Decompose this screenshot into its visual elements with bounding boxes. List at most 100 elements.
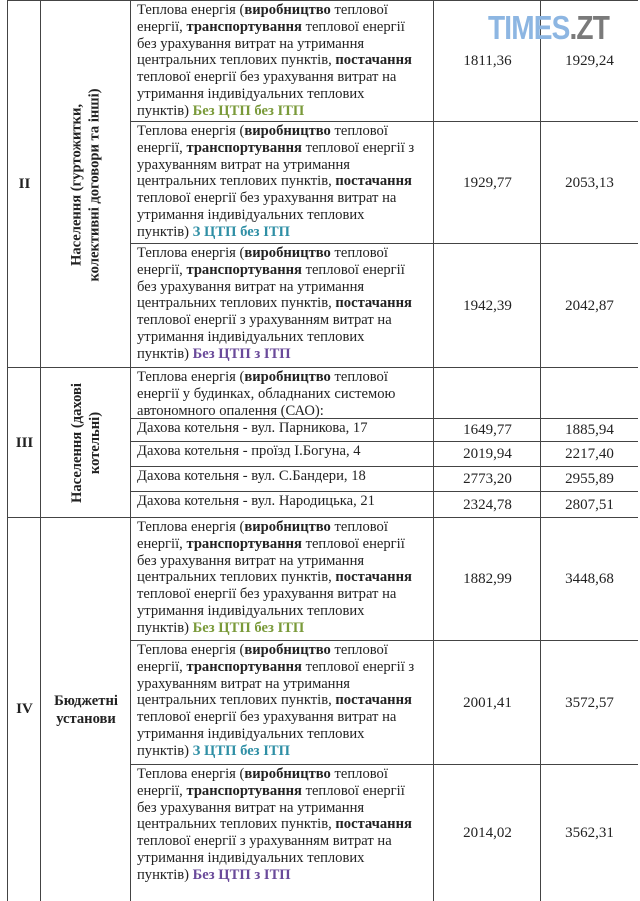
text-fragment: пунктів) (137, 866, 193, 883)
text-fragment: Дахова котельня - проїзд І.Богуна, 4 (137, 443, 361, 459)
group-label-line: установи (56, 710, 116, 727)
text-fragment: Теплова енергія ( (137, 2, 245, 18)
service-description: Теплова енергія (виробництво теплової ене… (130, 764, 434, 901)
text-fragment: Теплова енергія ( (137, 369, 245, 385)
group-label-line: колективні договори та інші) (87, 87, 103, 282)
service-description: Теплова енергія (виробництво теплової ене… (130, 0, 434, 122)
tariff-value-2: 2807,51 (540, 491, 638, 518)
description-line: енергії, транспортування теплової енергі… (137, 262, 434, 279)
text-fragment: центральних теплових пунктів, (137, 692, 336, 709)
group-number: II (7, 0, 41, 368)
service-description: Дахова котельня - проїзд І.Богуна, 4 (130, 441, 434, 467)
description-line: енергії, транспортування теплової енергі… (137, 140, 434, 157)
group-label: Бюджетні установи (40, 517, 131, 901)
description-line: теплової енергії без урахування витрат н… (137, 586, 434, 603)
group-label-line: котельні) (87, 411, 103, 475)
scheme-label: З ЦТП без ІТП (192, 223, 290, 240)
description-line: пунктів) З ЦТП без ІТП (137, 224, 434, 241)
text-fragment: без урахування витрат на утримання (137, 35, 365, 52)
group-label-line: Населення (дахові (69, 383, 85, 503)
description-line: без урахування витрат на утримання (137, 36, 434, 53)
text-fragment: центральних теплових пунктів, (137, 173, 336, 190)
tariff-value-1 (433, 367, 541, 419)
group-label-text: Населення (дахові котельні) (68, 383, 104, 503)
text-fragment: теплової енергії без урахування витрат н… (137, 190, 397, 207)
description-line: утримання індивідуальних теплових (137, 726, 434, 743)
description-line: Дахова котельня - проїзд І.Богуна, 4 (137, 443, 434, 460)
description-line: пунктів) Без ЦТП з ІТП (137, 346, 434, 363)
description-line: Дахова котельня - вул. Парникова, 17 (137, 420, 434, 437)
tariff-value-2: 2955,89 (540, 466, 638, 492)
description-line: Теплова енергія (виробництво теплової (137, 369, 434, 386)
tariff-value-2 (540, 367, 638, 419)
description-line: теплової енергії без урахування витрат н… (137, 69, 434, 86)
text-fragment: Теплова енергія ( (137, 519, 245, 535)
service-description: Теплова енергія (виробництво теплової ене… (130, 517, 434, 641)
text-fragment: урахуванням витрат на утримання (137, 156, 351, 173)
description-line: без урахування витрат на утримання (137, 279, 434, 296)
text-fragment: центральних теплових пунктів, (137, 816, 336, 833)
text-fragment: Теплова енергія ( (137, 766, 245, 782)
group-label-line: Бюджетні (54, 692, 118, 709)
text-fragment: теплової (330, 519, 388, 535)
group-label: Населення (дахові котельні) (40, 367, 131, 518)
text-fragment: теплової енергії з (301, 658, 415, 675)
text-fragment: автономного опалення (САО): (137, 402, 324, 419)
description-line: центральних теплових пунктів, постачання (137, 52, 434, 69)
text-fragment: постачання (335, 295, 412, 312)
text-fragment: утримання індивідуальних теплових (137, 849, 365, 866)
text-fragment: Дахова котельня - вул. Народицька, 21 (137, 493, 375, 509)
text-fragment: урахуванням витрат на утримання (137, 675, 351, 692)
description-line: центральних теплових пунктів, постачання (137, 816, 434, 833)
text-fragment: Теплова енергія ( (137, 245, 245, 261)
description-line: центральних теплових пунктів, постачання (137, 173, 434, 190)
description-line: пунктів) Без ЦТП без ІТП (137, 103, 434, 120)
text-fragment: виробництво (244, 123, 331, 139)
description-line: центральних теплових пунктів, постачання (137, 692, 434, 709)
text-fragment: теплової енергії (301, 18, 405, 35)
text-fragment: теплової енергії (301, 261, 405, 278)
scheme-label: Без ЦТП з ІТП (192, 866, 291, 883)
service-description: Дахова котельня - вул. Народицька, 21 (130, 491, 434, 518)
description-line: енергії, транспортування теплової енергі… (137, 536, 434, 553)
tariff-value-1: 1942,39 (433, 243, 541, 368)
tariff-value-1: 1649,77 (433, 418, 541, 442)
scheme-label: Без ЦТП без ІТП (192, 619, 305, 636)
text-fragment: транспортування (186, 18, 302, 35)
text-fragment: теплової (330, 2, 388, 18)
description-line: утримання індивідуальних теплових (137, 329, 434, 346)
text-fragment: без урахування витрат на утримання (137, 799, 365, 816)
description-line: урахуванням витрат на утримання (137, 676, 434, 693)
text-fragment: центральних теплових пунктів, (137, 52, 336, 69)
text-fragment: без урахування витрат на утримання (137, 552, 365, 569)
service-description: Теплова енергія (виробництво теплової ене… (130, 640, 434, 765)
description-line: теплової енергії без урахування витрат н… (137, 190, 434, 207)
service-description: Теплова енергія (виробництво теплової ене… (130, 121, 434, 244)
description-line: утримання індивідуальних теплових (137, 207, 434, 224)
text-fragment: центральних теплових пунктів, (137, 295, 336, 312)
service-description: Дахова котельня - вул. С.Бандери, 18 (130, 466, 434, 492)
text-fragment: утримання індивідуальних теплових (137, 328, 365, 345)
group-label-text: Бюджетні установи (54, 692, 118, 728)
tariff-value-1: 2001,41 (433, 640, 541, 765)
description-line: без урахування витрат на утримання (137, 553, 434, 570)
tariff-value-1: 2019,94 (433, 441, 541, 467)
text-fragment: Теплова енергія ( (137, 123, 245, 139)
scheme-label: З ЦТП без ІТП (192, 742, 290, 759)
description-line: Теплова енергія (виробництво теплової (137, 642, 434, 659)
text-fragment: пунктів) (137, 223, 193, 240)
text-fragment: енергії, (137, 535, 187, 552)
group-label-line: Населення (гуртожитки, (69, 103, 85, 266)
description-line: Теплова енергія (виробництво теплової (137, 519, 434, 536)
text-fragment: теплової енергії (301, 782, 405, 799)
text-fragment: енергії, (137, 782, 187, 799)
description-line: енергії, транспортування теплової енергі… (137, 19, 434, 36)
description-line: Теплова енергія (виробництво теплової (137, 2, 434, 19)
description-line: утримання індивідуальних теплових (137, 603, 434, 620)
description-line: автономного опалення (САО): (137, 403, 434, 420)
tariff-value-1: 1811,36 (433, 0, 541, 122)
description-line: центральних теплових пунктів, постачання (137, 295, 434, 312)
service-description: Дахова котельня - вул. Парникова, 17 (130, 418, 434, 442)
service-description: Теплова енергія (виробництво теплової ене… (130, 367, 434, 419)
service-description: Теплова енергія (виробництво теплової ене… (130, 243, 434, 368)
